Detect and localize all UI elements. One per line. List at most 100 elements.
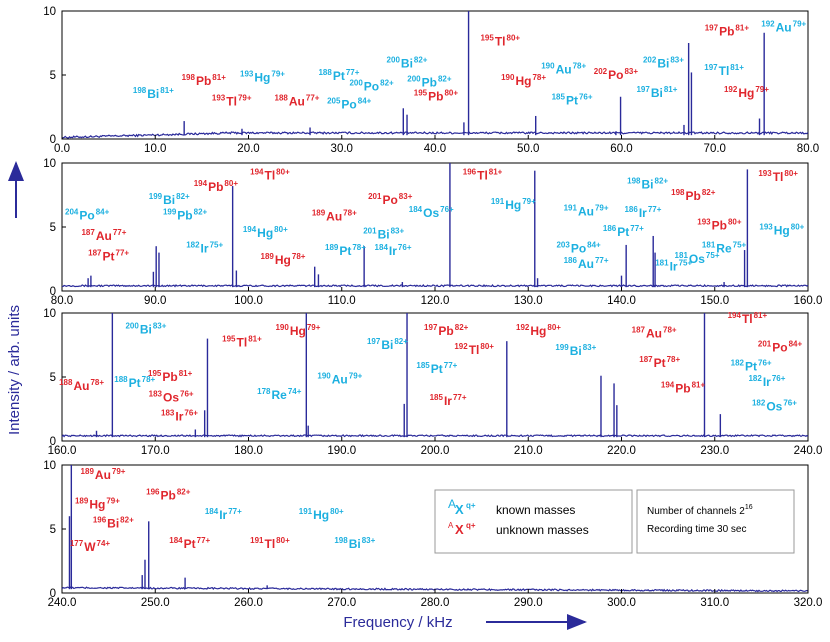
isotope-mass: 188 <box>318 68 332 77</box>
isotope-element: Ir <box>201 242 209 256</box>
x-tick-label: 320.0 <box>794 597 823 609</box>
x-tick-label: 190.0 <box>327 445 356 457</box>
isotope-element: Au <box>289 95 305 109</box>
isotope-label-bi: 200Bi83+ <box>125 321 166 336</box>
isotope-label-pt: 188Pt78+ <box>114 375 155 390</box>
isotope-charge: 80+ <box>480 342 494 351</box>
isotope-label-bi: 199Bi82+ <box>149 192 190 207</box>
isotope-label-au: 189Au79+ <box>81 467 126 482</box>
isotope-mass: 196 <box>463 168 477 177</box>
isotope-element: Pb <box>162 370 177 384</box>
isotope-charge: 83+ <box>670 55 684 64</box>
isotope-charge: 77+ <box>595 256 609 265</box>
isotope-charge: 76+ <box>772 374 786 383</box>
isotope-mass: 195 <box>414 89 428 98</box>
isotope-charge: 82+ <box>176 192 190 201</box>
isotope-charge: 81+ <box>754 311 768 320</box>
isotope-element: Ir <box>389 244 397 258</box>
isotope-element: Po <box>382 193 397 207</box>
isotope-label-po: 203Po84+ <box>556 241 601 256</box>
isotope-mass: 184 <box>169 536 183 545</box>
isotope-label-pt: 185Pt76+ <box>552 92 593 107</box>
isotope-charge: 80+ <box>276 168 290 177</box>
isotope-element: Bi <box>378 228 390 242</box>
isotope-charge: 77+ <box>113 228 127 237</box>
legend-box <box>434 489 633 554</box>
isotope-mass: 193 <box>759 223 773 232</box>
isotope-label-pb: 197Pb81+ <box>705 23 750 38</box>
isotope-label-pb: 195Pb81+ <box>148 369 193 384</box>
isotope-label-bi: 198Bi83+ <box>334 536 375 551</box>
isotope-mass: 182 <box>186 241 200 250</box>
spectrum-panel-1: 0 5 10 0.0 10.0 20.0 30.0 40.0 50.0 60.0 70.0 80.0 1… <box>43 6 819 155</box>
isotope-label-au: 188Au78+ <box>59 378 104 393</box>
isotope-mass: 183 <box>161 409 175 418</box>
isotope-element: Pb <box>422 76 437 90</box>
isotope-charge: 77+ <box>648 205 662 214</box>
isotope-charge: 79+ <box>349 371 363 380</box>
isotope-mass: 200 <box>125 321 139 330</box>
isotope-label-os: 181Os75+ <box>675 251 720 266</box>
isotope-charge: 80+ <box>547 323 561 332</box>
isotope-mass: 192 <box>454 342 468 351</box>
isotope-label-tl: 193Tl80+ <box>758 169 798 184</box>
isotope-mass: 198 <box>182 73 196 82</box>
isotope-mass: 182 <box>731 359 745 368</box>
isotope-element: Hg <box>89 498 105 512</box>
isotope-mass: 193 <box>697 218 711 227</box>
isotope-label-pb: 195Pb80+ <box>414 89 459 104</box>
x-tick-label: 30.0 <box>331 143 353 155</box>
isotope-charge: 81+ <box>692 380 706 389</box>
isotope-element: Tl <box>265 537 276 551</box>
isotope-element: Ir <box>763 375 771 389</box>
isotope-charge: 80+ <box>274 225 288 234</box>
isotope-element: Ir <box>670 260 678 274</box>
isotope-label-ir: 183Ir76+ <box>161 409 198 424</box>
y-tick-label: 0 <box>50 436 56 448</box>
isotope-label-au: 186Au77+ <box>564 256 609 271</box>
isotope-label-pb: 193Pb80+ <box>697 218 742 233</box>
isotope-element: Tl <box>773 170 784 184</box>
legend-known-marker-a: A <box>448 497 456 511</box>
x-tick-label: 80.0 <box>51 295 73 307</box>
isotope-label-tl: 192Tl80+ <box>454 342 494 357</box>
isotope-mass: 189 <box>75 497 89 506</box>
isotope-element: Pt <box>333 69 345 83</box>
isotope-charge: 80+ <box>784 169 798 178</box>
isotope-label-hg: 189Hg78+ <box>261 252 306 267</box>
x-tick-label: 220.0 <box>607 445 636 457</box>
isotope-charge: 79+ <box>238 94 252 103</box>
isotope-label-po: 205Po84+ <box>327 96 372 111</box>
isotope-charge: 79+ <box>595 203 609 212</box>
isotope-element: Hg <box>515 74 531 88</box>
isotope-mass: 204 <box>65 207 79 216</box>
isotope-element: Hg <box>774 224 790 238</box>
isotope-element: Os <box>423 206 439 220</box>
isotope-label-pb: 194Pb80+ <box>194 179 239 194</box>
isotope-element: Hg <box>254 70 270 84</box>
isotope-mass: 195 <box>480 34 494 43</box>
isotope-element: Hg <box>530 324 546 338</box>
isotope-mass: 205 <box>327 96 341 105</box>
isotope-mass: 187 <box>81 228 95 237</box>
isotope-mass: 198 <box>334 536 348 545</box>
isotope-charge: 82+ <box>194 207 208 216</box>
isotope-label-pb: 198Pb81+ <box>182 73 227 88</box>
isotope-label-tl: 194Tl80+ <box>250 168 290 183</box>
isotope-element: Po <box>364 79 379 93</box>
isotope-element: Au <box>326 210 342 224</box>
isotope-label-tl: 194Tl81+ <box>728 311 768 326</box>
isotope-element: Hg <box>275 253 291 267</box>
isotope-charge: 82+ <box>414 55 428 64</box>
isotope-charge: 83+ <box>624 67 638 76</box>
isotope-label-au: 191Au79+ <box>564 203 609 218</box>
isotope-charge: 74+ <box>288 387 302 396</box>
legend-known-marker-q: q+ <box>466 501 476 510</box>
isotope-label-po: 201Po83+ <box>368 192 413 207</box>
x-tick-label: 240.0 <box>48 597 77 609</box>
isotope-element: Ir <box>175 410 183 424</box>
spectrum-panel-3: 0 5 10 160.0 170.0 180.0 190.0 200.0 210.0 220.0 2… <box>43 308 822 457</box>
isotope-charge: 82+ <box>177 488 191 497</box>
x-tick-label: 270.0 <box>327 597 356 609</box>
